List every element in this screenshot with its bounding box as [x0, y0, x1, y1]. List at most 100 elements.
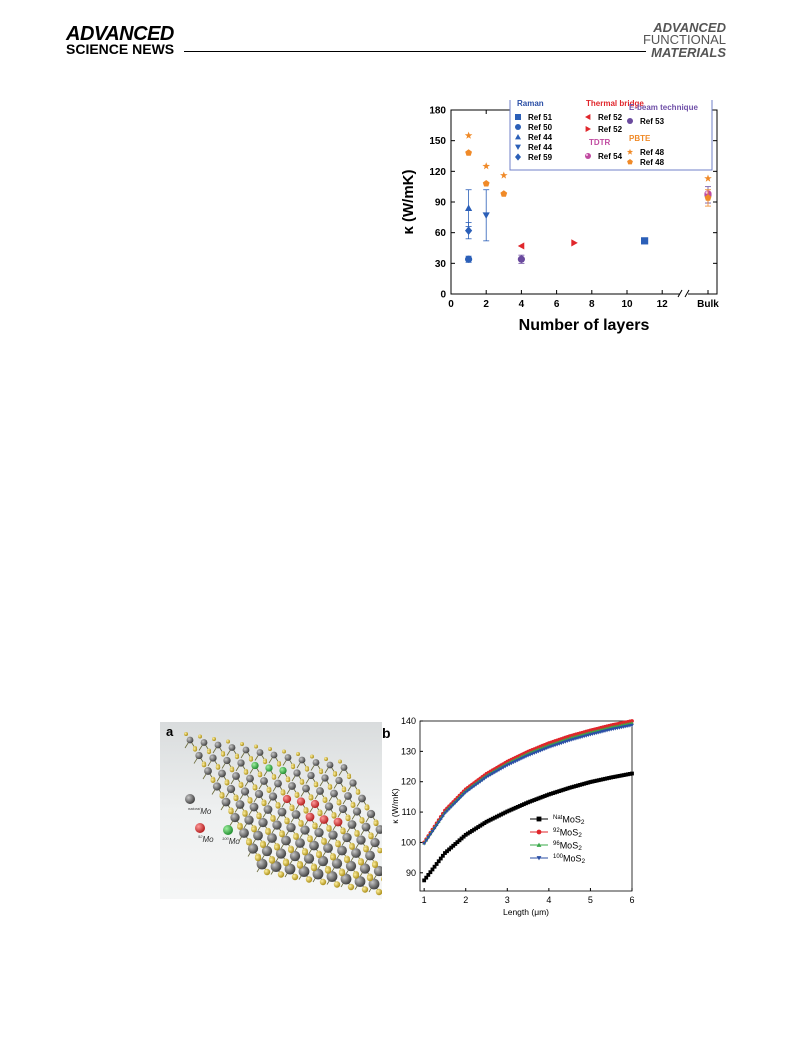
mo-atom	[281, 835, 291, 846]
data-point	[559, 788, 564, 793]
data-point	[555, 789, 560, 794]
s-atom	[271, 775, 277, 780]
y-tick-label: 100	[401, 837, 416, 847]
figure1-layers-chart: 0 30 60 90 120 150 180 0 2 4 6 8 10 12 Bulk Number of l…	[400, 100, 719, 334]
s-atom	[282, 749, 286, 754]
data-point	[630, 771, 634, 776]
data-point	[461, 834, 466, 839]
data-point	[534, 797, 539, 802]
s-atom	[321, 839, 327, 845]
data-point	[569, 738, 574, 742]
legend-marker	[515, 144, 521, 150]
data-point	[500, 171, 508, 179]
mo-atom	[272, 820, 282, 830]
mo-atom	[230, 812, 240, 823]
data-point	[478, 823, 483, 828]
legend-marker	[536, 842, 542, 847]
data-point	[492, 770, 497, 775]
data-point	[507, 762, 512, 767]
data-point	[432, 864, 437, 869]
legend-marker	[536, 856, 542, 861]
x-tick-label: 4	[519, 299, 525, 310]
y-tick-label: 90	[435, 198, 447, 209]
data-point	[559, 741, 564, 746]
data-point	[461, 792, 466, 797]
mo-atom	[200, 739, 208, 746]
mo-atom	[312, 868, 324, 880]
data-point	[573, 737, 578, 741]
data-point	[526, 800, 530, 805]
s-atom	[335, 841, 341, 848]
s-atom	[322, 798, 328, 803]
data-point	[628, 772, 632, 776]
legend-label: Ref 52	[598, 125, 623, 134]
data-point	[500, 190, 508, 197]
s-atom	[275, 803, 281, 809]
data-point	[607, 776, 612, 780]
s-atom	[332, 772, 338, 777]
data-point	[517, 255, 525, 263]
data-point	[464, 131, 473, 139]
mo-atom	[365, 850, 375, 861]
mo-atom	[218, 769, 226, 778]
data-point	[428, 833, 433, 837]
legend-label: Ref 54	[598, 152, 623, 161]
x-tick-label: 2	[463, 895, 468, 905]
x-tick-label: Bulk	[697, 299, 719, 310]
s-atom	[289, 805, 295, 812]
mo-atom	[244, 815, 254, 825]
mo-atom	[235, 800, 245, 809]
mo-atom	[349, 779, 357, 787]
mo-atom	[214, 741, 222, 749]
mo-atom	[265, 764, 273, 772]
data-point	[536, 796, 541, 801]
data-point	[588, 780, 593, 784]
mo-atom	[356, 835, 366, 845]
s-atom	[336, 800, 342, 806]
s-atom	[259, 841, 267, 849]
mo100-label: 100Mo	[222, 836, 240, 846]
s-atom	[338, 869, 346, 877]
data-point	[592, 779, 597, 784]
data-point	[495, 814, 499, 819]
legend-label: Ref 48	[640, 158, 665, 167]
data-point	[463, 790, 468, 795]
s-atom	[210, 778, 216, 783]
data-point	[630, 719, 634, 723]
data-point	[578, 736, 582, 740]
legend-label: Ref 51	[528, 113, 553, 122]
legend-group-title: Thermal bridge	[586, 100, 644, 108]
mo-atom	[195, 751, 203, 760]
mo-atom	[342, 832, 352, 843]
data-point	[603, 776, 607, 781]
data-point	[544, 793, 549, 798]
s-atom	[282, 859, 290, 867]
data-point	[580, 782, 585, 787]
s-atom	[375, 888, 382, 896]
data-point	[615, 774, 620, 779]
legend-label: Ref 44	[528, 143, 553, 152]
data-point	[573, 784, 578, 788]
s-atom	[317, 810, 323, 817]
data-point	[443, 851, 447, 855]
mo-atom	[256, 858, 268, 870]
s-atom	[307, 836, 313, 843]
s-atom	[303, 808, 309, 814]
s-atom	[355, 790, 361, 795]
legend-label: 100MoS2	[553, 854, 586, 866]
mo-atom	[323, 843, 333, 853]
data-point	[515, 758, 520, 763]
data-point	[476, 825, 481, 829]
s-atom	[284, 818, 290, 825]
data-point	[434, 862, 439, 866]
legend-label: Ref 50	[528, 123, 553, 132]
s-atom	[224, 780, 230, 786]
data-point	[551, 791, 555, 796]
figure2b-length-chart: b 90 100 110 120 130 140 1 2 3 4 5 6 Length (μm) κ (W/…	[382, 716, 635, 917]
mo-atom	[247, 843, 259, 854]
data-point-highlight	[705, 191, 708, 194]
y-axis-label: κ (W/mK)	[400, 169, 417, 234]
data-point	[455, 799, 460, 803]
data-point	[424, 875, 429, 880]
s-atom	[254, 854, 262, 862]
